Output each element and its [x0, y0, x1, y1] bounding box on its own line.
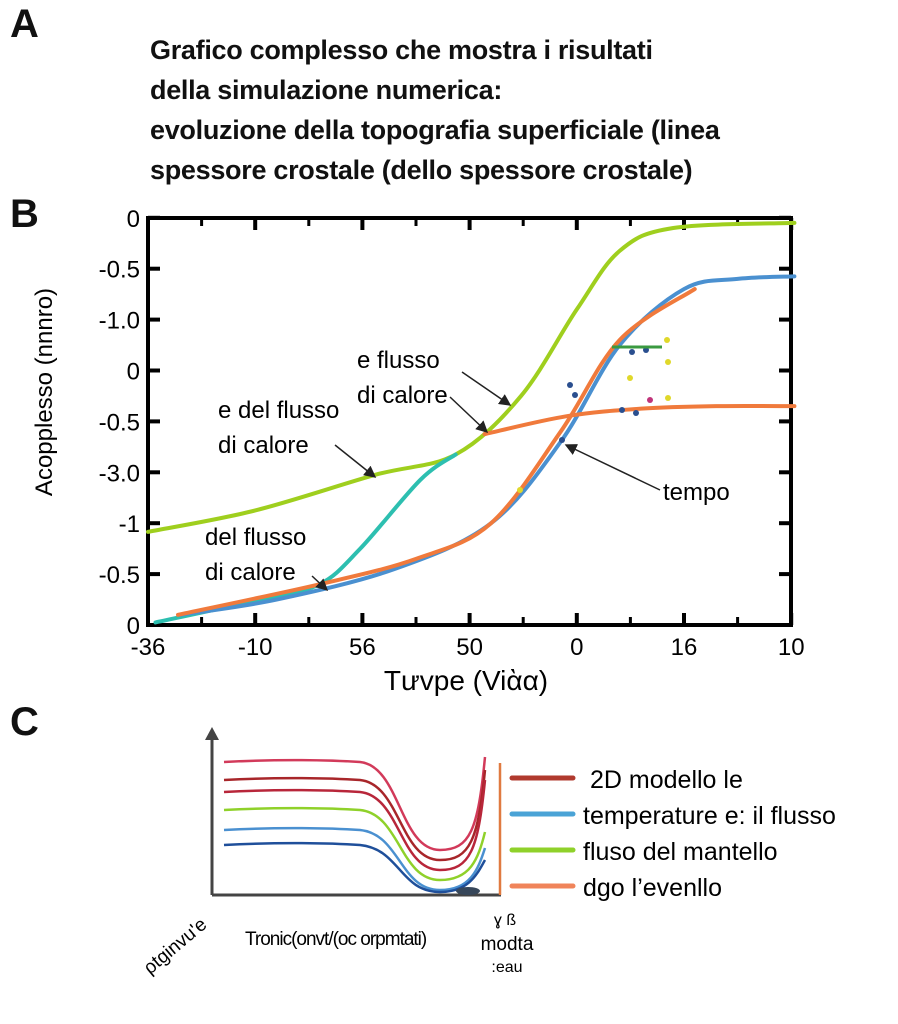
series-line-4	[482, 403, 797, 437]
y-tick-label: -1	[119, 511, 140, 538]
data-marker	[567, 382, 573, 388]
y-tick-label: -0.5	[99, 562, 140, 589]
right-label: ɣ ß	[494, 912, 516, 929]
data-marker	[619, 407, 625, 413]
annotation: e flusso di calore	[357, 347, 512, 434]
annotation-text: di calore	[357, 382, 448, 409]
legend-item: 2D modello le	[509, 766, 743, 794]
right-label: modta	[481, 934, 534, 955]
data-marker	[629, 349, 635, 355]
data-marker	[559, 437, 565, 443]
title-line: Grafico complesso che mostra i risultati	[150, 35, 653, 65]
arrow-up-icon	[205, 727, 219, 740]
annotation-arrow	[334, 444, 377, 478]
data-marker	[647, 397, 653, 403]
x-tick-label: -36	[131, 634, 166, 661]
annotation-arrow	[564, 444, 661, 491]
annotation: tempo	[564, 444, 730, 506]
legend-label: fluso del mantello	[583, 838, 778, 866]
c-series-line-4	[223, 826, 487, 892]
annotation-arrow	[311, 575, 329, 592]
legend-item: fluso del mantello	[509, 838, 778, 866]
c-series-line-0	[223, 756, 487, 852]
series-line-3	[176, 287, 697, 617]
data-marker	[665, 359, 671, 365]
c-series-line-3	[223, 806, 487, 882]
data-marker	[517, 487, 523, 493]
annotation-text: e flusso	[357, 347, 440, 374]
annotation: e del flusso di calore	[218, 397, 377, 478]
y-axis-label: ρtginvu'e	[140, 914, 211, 979]
x-tick-label: 16	[671, 634, 698, 661]
title-line: della simulazione numerica:	[150, 75, 503, 105]
c-series-line-5	[223, 841, 487, 894]
panel-label-b: B	[10, 192, 39, 236]
x-tick-label: -10	[238, 634, 273, 661]
legend-label: 2D modello le	[590, 766, 743, 794]
c-series-line-1	[223, 769, 487, 862]
annotation: del flusso di calore	[205, 524, 329, 592]
annotation-text: di calore	[218, 432, 309, 459]
annotation-arrow	[461, 371, 512, 406]
annotation-text: del flusso	[205, 524, 306, 551]
title-line: spessore crostale (dello spessore crosta…	[150, 155, 693, 185]
legend-item: dgo l’evenllo	[509, 874, 722, 902]
data-marker	[627, 375, 633, 381]
title-line: evoluzione della topografia superficiale…	[150, 115, 720, 145]
y-axis-label: Acopplesso (nnnro)	[31, 288, 58, 496]
y-tick-label: -3.0	[99, 460, 140, 487]
x-tick-label: 10	[778, 634, 805, 661]
legend-label: temperature e: il flusso	[583, 802, 836, 830]
annotation-text: di calore	[205, 559, 296, 586]
annotation-arrow	[449, 396, 489, 434]
x-tick-label: 0	[570, 634, 583, 661]
annotation-text: e del flusso	[218, 397, 339, 424]
annotation-text: tempo	[663, 479, 730, 506]
x-tick-label: 50	[456, 634, 483, 661]
x-tick-label: 56	[349, 634, 376, 661]
panel-label-a: A	[10, 2, 39, 46]
right-label: :eau	[491, 959, 522, 976]
y-tick-label: -0.5	[99, 257, 140, 284]
y-tick-label: -1.0	[99, 308, 140, 335]
marker-blob	[456, 887, 480, 895]
y-tick-label: -0.5	[99, 409, 140, 436]
data-marker	[572, 392, 578, 398]
series-line-0	[146, 220, 797, 534]
c-series-line-2	[223, 779, 487, 872]
legend-item: temperature e: il flusso	[509, 802, 836, 830]
legend-label: dgo l’evenllo	[583, 874, 722, 902]
y-tick-label: 0	[127, 359, 140, 386]
x-axis-label: Tưvpe (Viὰα)	[384, 665, 548, 696]
figure-title: Grafico complesso che mostra i risultati…	[150, 30, 720, 190]
y-tick-label: 0	[127, 206, 140, 233]
data-marker	[665, 395, 671, 401]
y-tick-label: 0	[127, 613, 140, 640]
panel-label-c: C	[10, 700, 39, 744]
data-marker	[664, 337, 670, 343]
x-axis-label: Tronic(onvt/(oc orpmtati)	[245, 929, 427, 950]
chart-c: 2D modello le temperature e: il flusso flu…	[140, 727, 836, 979]
series-line-2	[178, 274, 797, 617]
data-marker	[633, 410, 639, 416]
